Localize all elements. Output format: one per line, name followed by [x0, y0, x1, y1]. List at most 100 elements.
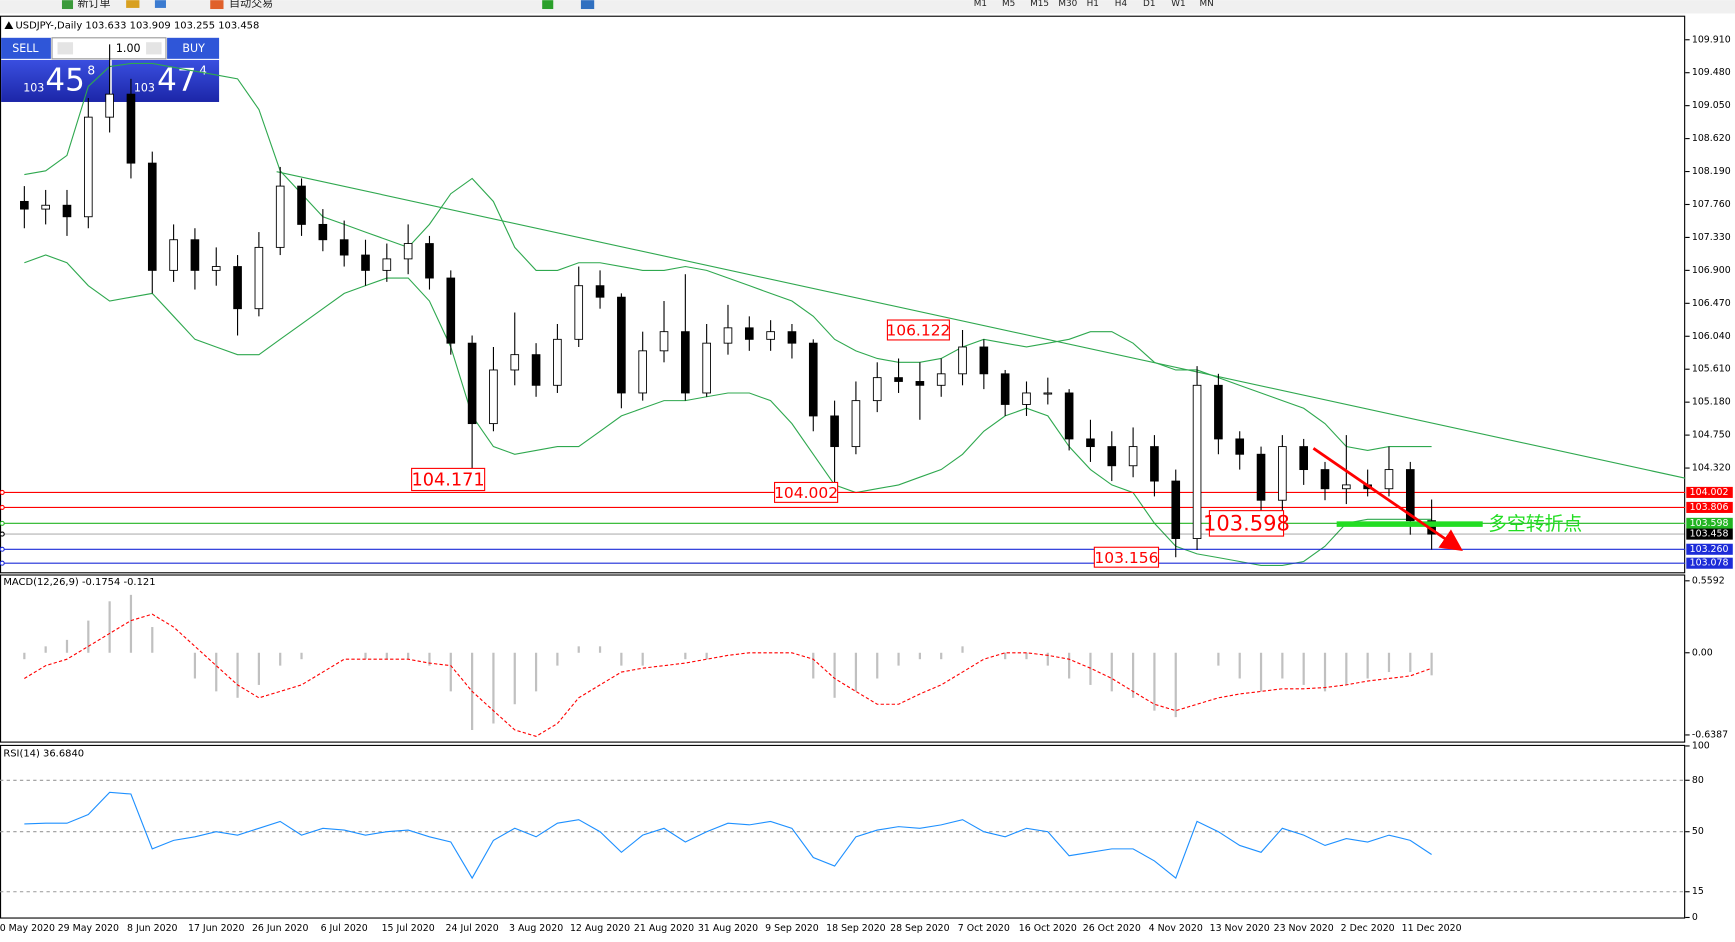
lot-value[interactable]: 1.00 — [116, 42, 141, 55]
trendline — [276, 171, 1686, 479]
timeframe[interactable]: D1 — [1143, 0, 1155, 9]
level-box — [1686, 557, 1733, 569]
symbol: USDJPY-,Daily — [15, 21, 82, 32]
rsi-header: RSI(14) 36.6840 — [3, 749, 84, 760]
level-box — [1686, 528, 1733, 540]
candle-body — [1107, 446, 1117, 467]
x-tick-label: 18 Sep 2020 — [826, 923, 886, 934]
candle-body — [211, 266, 221, 271]
macd-title: MACD(12,26,9) — [3, 577, 79, 588]
candle-body — [1299, 446, 1308, 471]
y-tick-label: -0.6387 — [1692, 729, 1728, 740]
x-tick-label: 7 Oct 2020 — [958, 923, 1010, 934]
x-tick-label: 2 Dec 2020 — [1341, 923, 1395, 934]
signal-line — [24, 613, 1432, 737]
candle-body — [1000, 373, 1010, 405]
timeframe[interactable]: M15 — [1030, 0, 1049, 9]
timeframe[interactable]: W1 — [1171, 0, 1185, 9]
y-tick-label: 106.470 — [1692, 298, 1731, 309]
toolbar-icon[interactable] — [126, 0, 140, 8]
rsi-line — [24, 791, 1432, 880]
down-arrow — [1312, 447, 1463, 552]
candle-body — [915, 381, 925, 386]
y-tick-label: 105.610 — [1692, 364, 1731, 375]
candle-body — [723, 327, 733, 344]
candle-body — [233, 266, 242, 310]
candle-body — [1235, 438, 1245, 455]
toolbar-button[interactable]: 新订单 — [77, 0, 110, 10]
timeframe[interactable]: H1 — [1087, 0, 1099, 9]
candle-body — [254, 246, 264, 310]
toolbar-icon[interactable] — [210, 0, 224, 10]
candle-body — [638, 350, 648, 394]
toolbar-icon[interactable] — [61, 0, 74, 10]
price-callout: 103.156 — [1094, 549, 1158, 567]
price-callout-box — [1208, 510, 1285, 537]
y-tick-label: 109.480 — [1692, 67, 1731, 78]
level-handle — [0, 520, 5, 526]
sell-price-box[interactable] — [1, 59, 110, 102]
buy-label[interactable]: BUY — [182, 42, 205, 55]
price-callout: 104.002 — [774, 484, 838, 502]
y-tick-label: 15 — [1692, 886, 1704, 897]
level-box — [1686, 501, 1733, 513]
lot-box[interactable] — [51, 37, 167, 60]
pivot-note: 多空转折点 — [1488, 513, 1582, 535]
level-box — [1686, 517, 1733, 529]
price-callout: 106.122 — [886, 322, 950, 340]
candle-body — [681, 331, 690, 394]
candle-body — [1086, 438, 1095, 448]
lot-up[interactable] — [146, 42, 162, 55]
candle-body — [275, 185, 285, 248]
rsi-title: RSI(14) — [3, 749, 40, 760]
buy-button[interactable] — [167, 37, 220, 59]
x-tick-label: 29 May 2020 — [58, 923, 119, 934]
toolbar-button[interactable]: 自动交易 — [229, 0, 273, 10]
candle-body — [531, 354, 541, 386]
level-label: 103.078 — [1690, 558, 1729, 569]
buy-price-main: 47 — [157, 63, 196, 99]
y-tick-label: 104.750 — [1692, 430, 1731, 441]
sell-price-main: 45 — [45, 63, 84, 99]
timeframe[interactable]: H4 — [1115, 0, 1128, 9]
candle-body — [553, 338, 562, 386]
sell-label[interactable]: SELL — [12, 42, 39, 55]
timeframe[interactable]: M1 — [974, 0, 987, 9]
level-handle — [0, 489, 5, 495]
candle-body — [105, 93, 114, 118]
candle-body — [1022, 392, 1031, 405]
candle-body — [467, 342, 477, 425]
candle-body — [62, 204, 72, 218]
x-tick-label: 6 Jul 2020 — [321, 923, 368, 934]
x-tick-label: 8 Jun 2020 — [127, 923, 178, 934]
level-label: 103.598 — [1690, 518, 1729, 529]
candle-body — [425, 243, 434, 279]
price-callout-box — [411, 467, 486, 492]
candle-body — [830, 415, 839, 448]
macd-header: MACD(12,26,9) -0.1754 -0.121 — [3, 577, 155, 588]
timeframe[interactable]: MN — [1199, 0, 1213, 9]
timeframe[interactable]: M5 — [1002, 0, 1015, 9]
lot-down[interactable] — [57, 42, 74, 55]
timeframes: M1 M5 M15 M30 H1 H4 D1 W1 MN — [974, 0, 1214, 9]
low: 103.255 — [174, 21, 215, 32]
main-panel — [0, 15, 1686, 574]
toolbar-icon[interactable] — [580, 0, 595, 10]
toolbar-icon[interactable] — [154, 0, 166, 8]
candle-body — [489, 369, 498, 425]
x-tick-label: 23 Nov 2020 — [1274, 923, 1334, 934]
toolbar-icon[interactable] — [542, 0, 554, 10]
candle-body — [361, 254, 370, 271]
trade-panel: SELL 1.00 BUY 103 45 8 103 47 4 — [1, 37, 220, 102]
x-tick-label: 31 Aug 2020 — [698, 923, 758, 934]
sell-button[interactable] — [1, 37, 51, 59]
timeframe[interactable]: M30 — [1058, 0, 1077, 9]
y-tick-label: 0.00 — [1692, 647, 1713, 658]
candle-body — [659, 331, 669, 352]
plot: 109.910 109.480 109.050 108.620 108.190 107.7… — [0, 34, 1733, 934]
sell-price-pip: 8 — [87, 63, 95, 77]
close: 103.458 — [218, 21, 259, 32]
candle-body — [403, 243, 413, 260]
x-tick-label: 16 Oct 2020 — [1019, 923, 1077, 934]
